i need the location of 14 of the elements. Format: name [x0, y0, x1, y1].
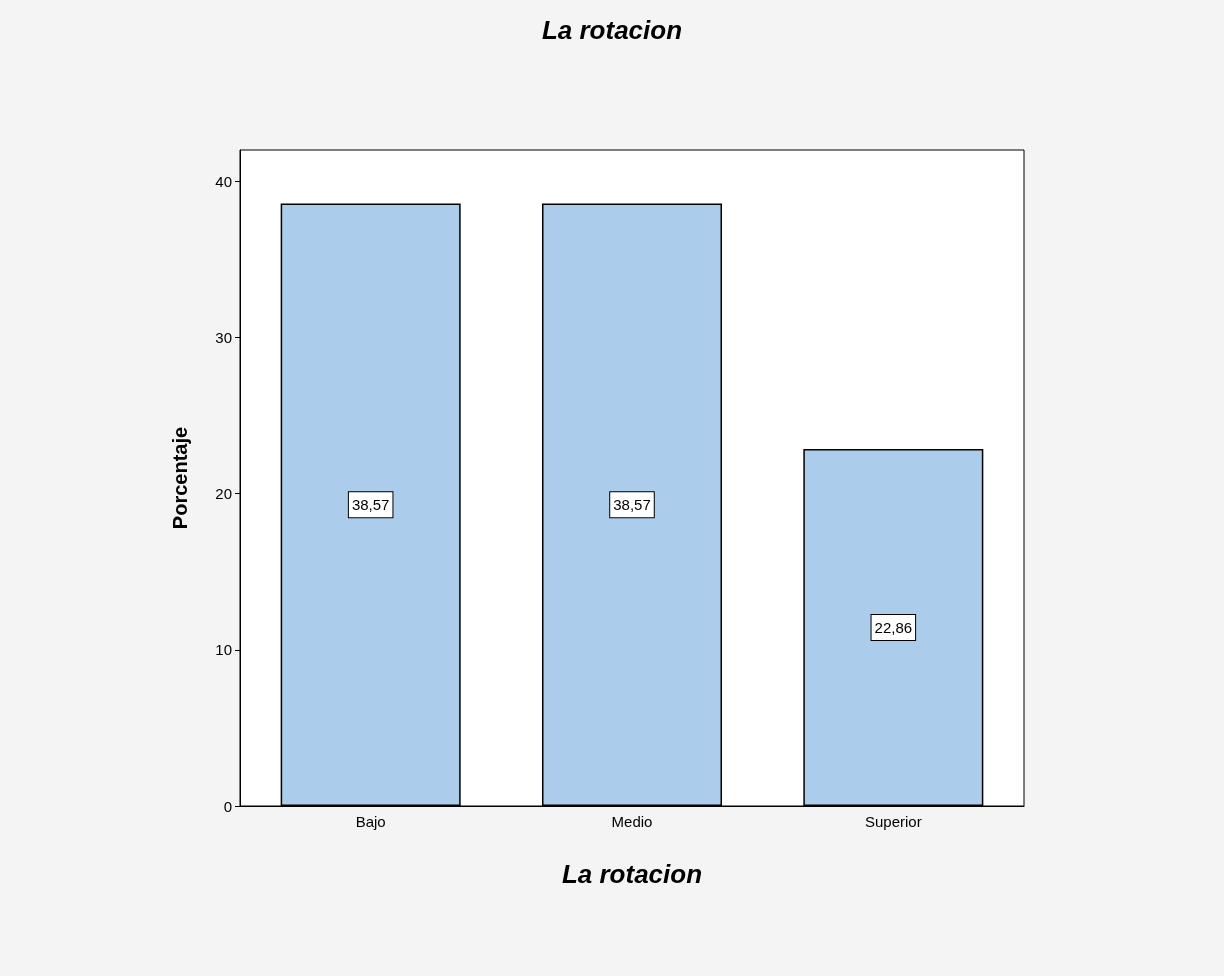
y-tick-label: 10 — [215, 641, 232, 659]
x-tick-label: Superior — [864, 813, 922, 830]
y-tick-label: 30 — [215, 328, 232, 346]
x-axis-title: La rotacion — [561, 859, 703, 889]
data-label: 38,57 — [351, 496, 390, 514]
x-tick-label: Bajo — [355, 813, 386, 830]
y-axis-title: Porcentaje — [169, 426, 191, 530]
y-tick-label: 20 — [215, 485, 232, 503]
chart-title: La rotacion — [541, 15, 683, 45]
data-label: 38,57 — [613, 496, 651, 514]
y-tick-label: 0 — [223, 797, 232, 815]
x-tick-label: Medio — [611, 813, 653, 830]
y-tick-label: 40 — [215, 172, 232, 190]
data-label: 22,86 — [874, 618, 913, 636]
